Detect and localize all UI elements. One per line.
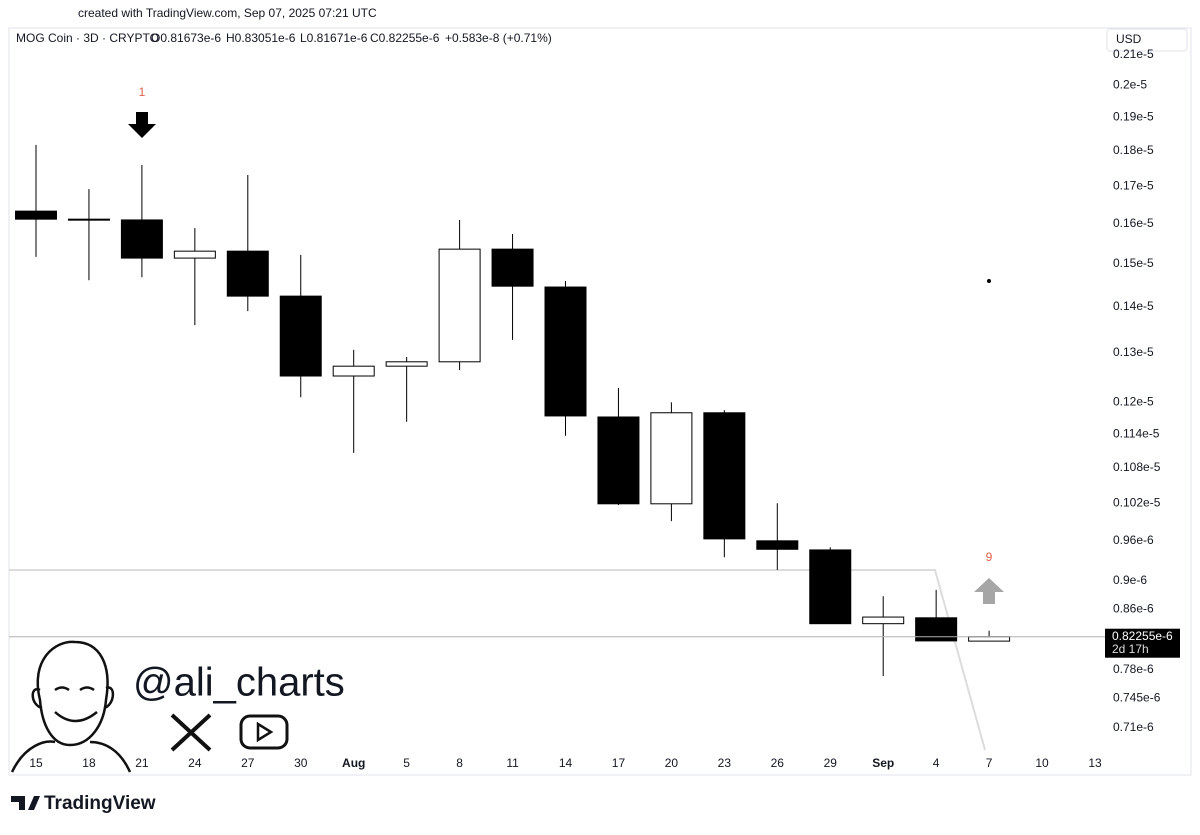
y-tick-label: 0.78e-6 [1113,662,1154,676]
symbol: MOG Coin · 3D · CRYPTO [16,31,159,45]
up-arrow [974,578,1004,604]
indicator-line [9,569,986,751]
x-tick-label: 5 [403,756,410,770]
x-tick-label: 17 [612,756,626,770]
chart-frame [8,27,1192,776]
y-tick-label: 0.18e-5 [1113,143,1154,157]
avatar [10,640,132,773]
candle-body [597,416,640,505]
price-label: 0.82255e-6 [1112,629,1173,643]
x-tick-label: 15 [29,756,43,770]
candle-body [385,361,428,367]
y-tick-label: 0.102e-5 [1113,495,1161,509]
candle-body [120,219,163,259]
candle-body [438,248,481,363]
y-tick-label: 0.71e-6 [1113,720,1154,734]
y-tick-label: 0.745e-6 [1113,690,1161,704]
x-tick-label: 24 [188,756,202,770]
countdown: 2d 17h [1112,642,1149,656]
candle-body [15,210,57,220]
y-tick-label: 0.16e-5 [1113,216,1154,230]
x-tick-label: 18 [82,756,96,770]
x-tick-label: Sep [872,756,894,770]
candle-body [756,540,799,550]
x-tick-label: 4 [933,756,940,770]
x-tick-label: 21 [135,756,149,770]
y-tick-label: 0.15e-5 [1113,256,1154,270]
y-tick-label: 0.114e-5 [1113,426,1160,440]
ohlc-open: O0.81673e-6 [151,31,221,45]
ohlc-change: +0.583e-8 (+0.71%) [445,31,552,45]
dot [987,279,991,283]
x-tick-label: 23 [718,756,732,770]
x-tick-label: 29 [824,756,838,770]
x-icon[interactable] [170,713,212,752]
candle-body [491,248,534,287]
created-note: created with TradingView.com, Sep 07, 20… [78,6,377,20]
x-tick-label: 13 [1088,756,1102,770]
currency-box[interactable] [1106,28,1188,52]
y-tick-label: 0.17e-5 [1113,178,1154,192]
candle-body [915,617,958,642]
y-tick-label: 0.14e-5 [1113,299,1154,313]
annotation: 9 [986,550,993,564]
y-tick-label: 0.12e-5 [1113,395,1154,409]
ohlc-high: H0.83051e-6 [226,31,296,45]
annotation: 1 [139,85,146,99]
x-tick-label: 11 [506,756,519,770]
x-tick-label: 14 [559,756,573,770]
youtube-play [256,721,274,743]
brand: TradingView [44,793,156,814]
candle-body [226,250,269,297]
candle-body [862,616,905,625]
x-tick-label: Aug [342,756,365,770]
candle-body [67,218,110,221]
y-tick-label: 0.9e-6 [1113,573,1147,587]
y-tick-label: 0.96e-6 [1113,533,1154,547]
candle-body [173,250,216,259]
x-tick-label: 27 [241,756,255,770]
candle-body [650,412,693,505]
x-tick-label: 30 [294,756,308,770]
watermark-handle: @ali_charts [133,661,345,705]
y-tick-label: 0.108e-5 [1113,460,1161,474]
brand-logo [11,796,40,810]
y-tick-label: 0.19e-5 [1113,109,1154,123]
ohlc-low: L0.81671e-6 [300,31,368,45]
y-tick-label: 0.21e-5 [1113,47,1154,61]
x-tick-label: 26 [771,756,785,770]
ohlc-close: C0.82255e-6 [370,31,440,45]
youtube-icon[interactable] [239,714,289,750]
down-arrow [128,112,156,138]
y-tick-label: 0.2e-5 [1113,78,1147,92]
y-tick-label: 0.13e-5 [1113,345,1154,359]
candle-body [703,412,746,540]
candle-body [968,636,1011,642]
candle-body [544,286,587,417]
x-tick-label: 10 [1035,756,1049,770]
currency[interactable]: USD [1116,32,1142,46]
candle-body [809,549,852,625]
x-tick-label: 7 [986,756,993,770]
y-tick-label: 0.86e-6 [1113,601,1154,615]
x-tick-label: 8 [456,756,463,770]
candle-body [279,295,322,377]
price-label-box [1105,628,1180,658]
x-tick-label: 20 [665,756,679,770]
candle-body [332,365,375,377]
